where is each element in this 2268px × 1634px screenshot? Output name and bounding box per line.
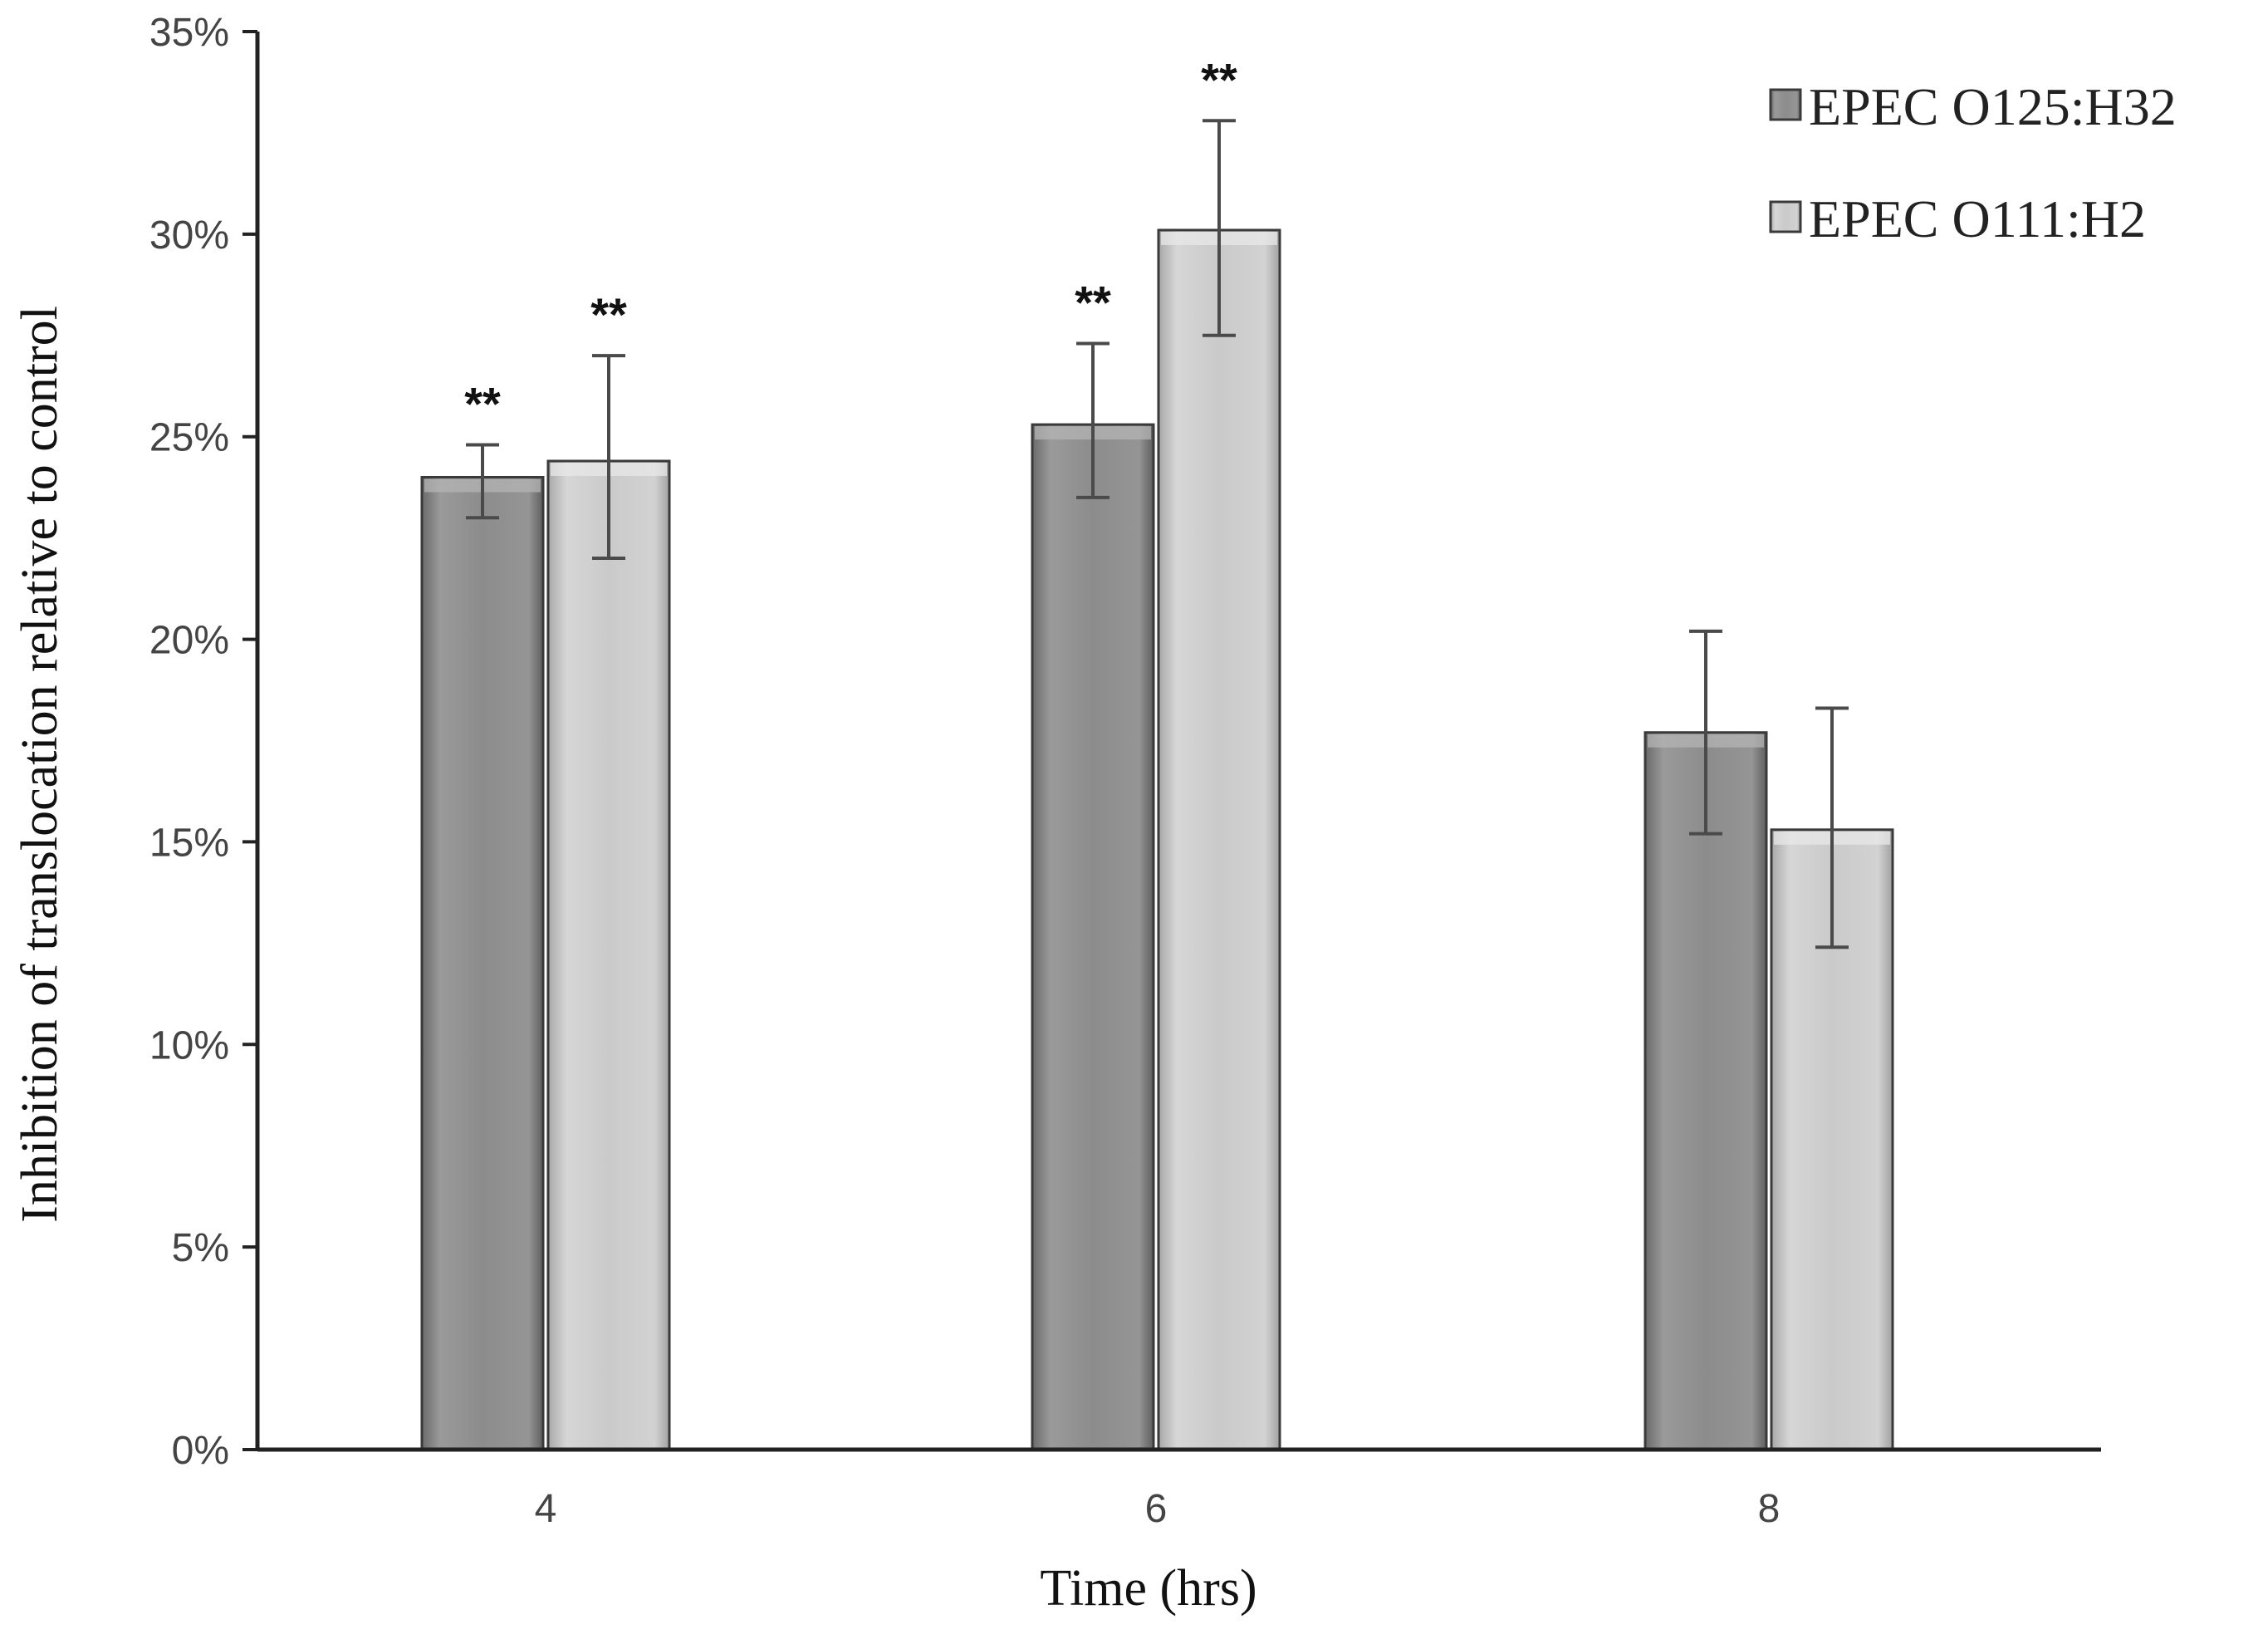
significance-marker: ** (464, 377, 501, 429)
bar-o111h2-6 (1157, 228, 1281, 1451)
y-tick-label: 10% (149, 1023, 229, 1067)
error-bars (466, 119, 1849, 949)
y-tick-label: 30% (149, 213, 229, 258)
y-tick-label: 15% (149, 821, 229, 865)
legend-swatch (1769, 88, 1802, 121)
significance-marker: ** (590, 288, 627, 341)
y-tick-label: 20% (149, 619, 229, 663)
legend-label: EPEC O111:H2 (1809, 189, 2146, 248)
legend-swatch (1769, 200, 1802, 233)
bars (420, 228, 1894, 1451)
y-axis-ticks: 0% 5% 10% 15% 20% 25% 30% 35% (149, 11, 257, 1473)
legend: EPEC O125:H32 EPEC O111:H2 (1769, 77, 2177, 248)
significance-marker: ** (1075, 277, 1111, 329)
y-tick-label: 35% (149, 11, 229, 55)
y-tick-label: 0% (172, 1429, 229, 1473)
significance-marker: ** (1201, 53, 1237, 105)
y-tick-label: 25% (149, 416, 229, 460)
bar-o125h32-8 (1643, 731, 1768, 1451)
legend-label: EPEC O125:H32 (1809, 77, 2177, 136)
x-tick-label: 4 (535, 1487, 557, 1531)
bar-o125h32-6 (1031, 423, 1155, 1451)
x-axis-ticks: 4 6 8 (535, 1487, 1781, 1531)
x-tick-label: 6 (1145, 1487, 1168, 1531)
x-tick-label: 8 (1758, 1487, 1781, 1531)
significance-markers: ** ** ** ** (464, 53, 1237, 429)
x-axis-title: Time (hrs) (1040, 1560, 1256, 1617)
y-tick-label: 5% (172, 1226, 229, 1270)
y-axis-title: Inhibition of translocation relative to … (12, 306, 68, 1223)
bar-o111h2-4 (546, 459, 671, 1451)
bar-o125h32-4 (420, 475, 545, 1451)
